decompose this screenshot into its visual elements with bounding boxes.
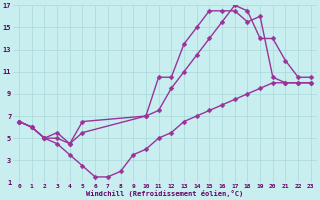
X-axis label: Windchill (Refroidissement éolien,°C): Windchill (Refroidissement éolien,°C) xyxy=(86,190,244,197)
